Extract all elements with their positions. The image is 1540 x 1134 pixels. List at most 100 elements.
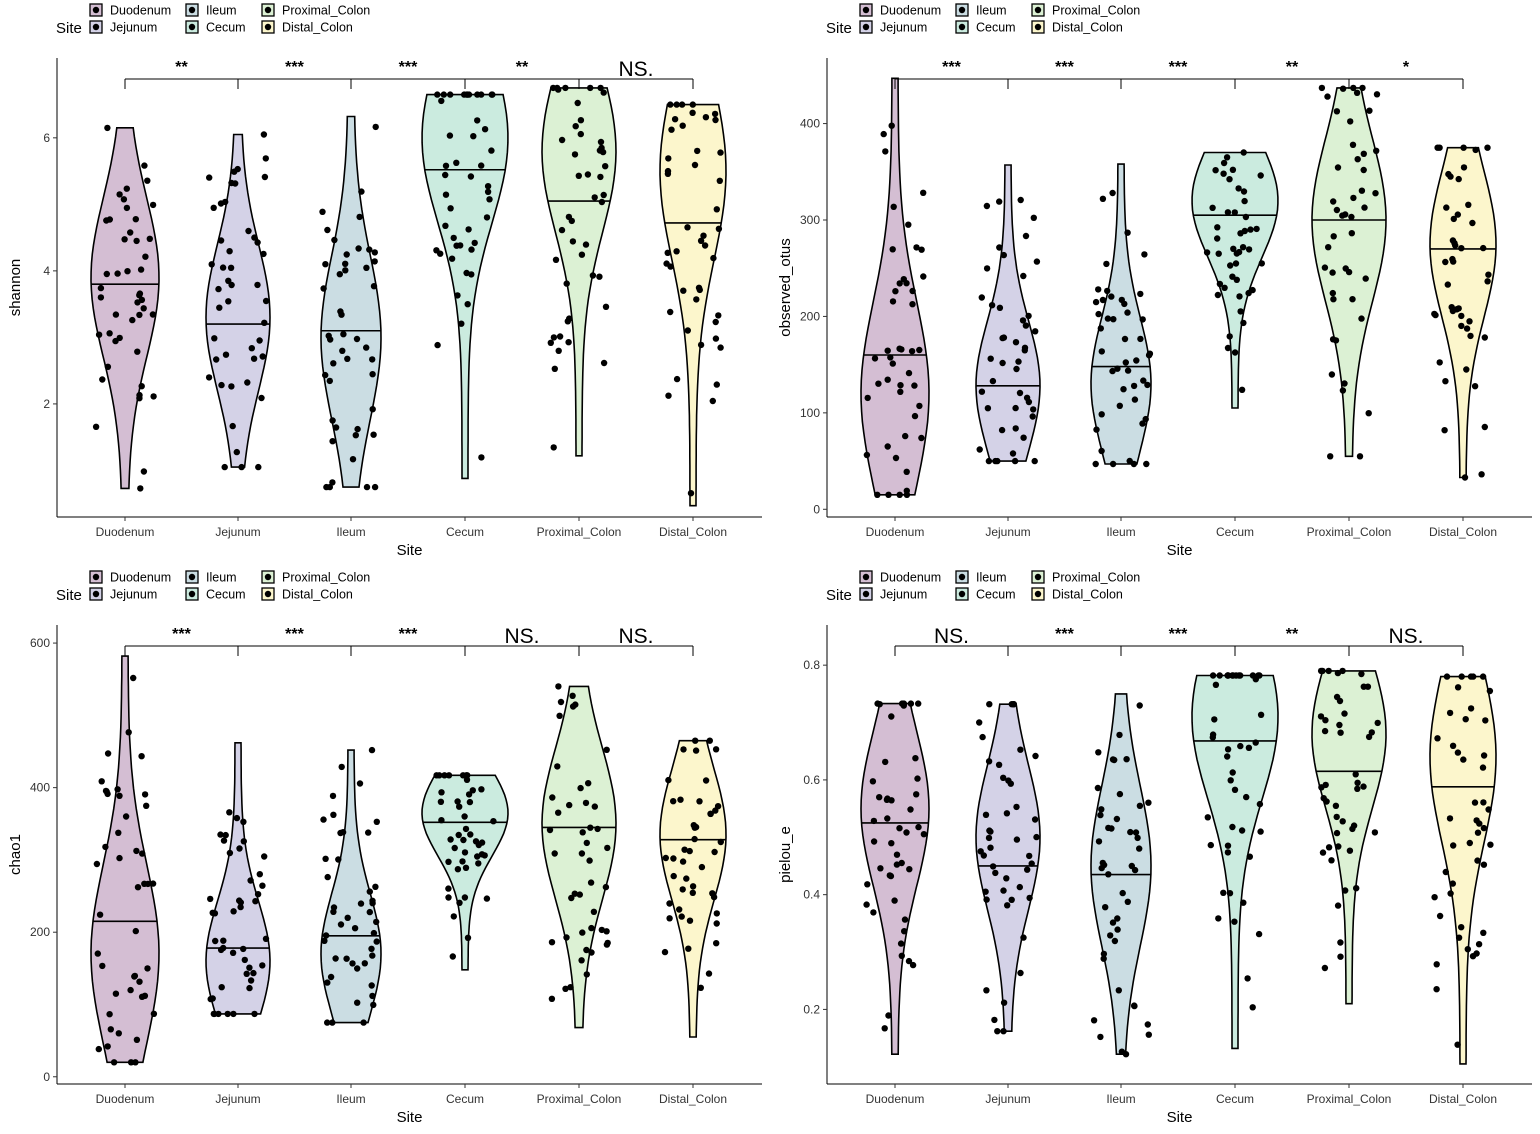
- data-point: [342, 267, 349, 274]
- data-point: [555, 683, 562, 690]
- data-point: [332, 424, 340, 431]
- data-point: [1021, 347, 1028, 354]
- data-point: [713, 381, 720, 388]
- data-point: [1100, 861, 1108, 869]
- data-point: [1454, 1041, 1461, 1048]
- data-point: [216, 304, 223, 311]
- y-axis-title: pielou_e: [777, 826, 794, 883]
- data-point: [211, 335, 218, 342]
- data-point: [244, 379, 251, 386]
- data-point: [1238, 386, 1246, 393]
- legend-key-distal-colon: Distal_Colon: [261, 20, 353, 35]
- data-point: [340, 331, 347, 338]
- x-tick-label: Jejunum: [985, 525, 1030, 539]
- data-point: [332, 955, 339, 962]
- data-point: [976, 719, 983, 726]
- data-point: [1124, 229, 1131, 236]
- data-point: [558, 226, 566, 234]
- significance-label: NS.: [1388, 625, 1423, 648]
- data-point: [370, 431, 377, 438]
- data-point: [1480, 861, 1488, 868]
- data-point: [369, 371, 376, 378]
- data-point: [557, 698, 565, 706]
- data-point: [898, 859, 905, 867]
- data-point: [1354, 785, 1361, 792]
- data-point: [888, 122, 895, 129]
- data-point: [356, 780, 364, 787]
- data-point: [893, 851, 901, 858]
- data-point: [905, 221, 912, 228]
- data-point: [706, 737, 713, 744]
- data-point: [1224, 746, 1232, 753]
- data-point: [579, 929, 586, 936]
- data-point: [240, 838, 247, 845]
- significance-label: ***: [942, 59, 961, 76]
- legend-dot: [264, 23, 272, 31]
- significance-label: NS.: [504, 625, 539, 648]
- data-point: [555, 347, 562, 354]
- data-point: [1455, 175, 1462, 183]
- violin-distal-colon: [1429, 675, 1497, 1065]
- data-point: [1352, 771, 1359, 778]
- data-point: [1348, 230, 1356, 237]
- data-point: [1350, 84, 1357, 92]
- data-point: [1098, 447, 1105, 455]
- data-point: [1022, 322, 1030, 329]
- data-point: [1134, 834, 1141, 842]
- data-point: [125, 729, 132, 736]
- data-point: [95, 1045, 103, 1053]
- violin-duodenum: [860, 702, 930, 1055]
- data-point: [136, 292, 143, 299]
- legend-dot: [92, 6, 100, 14]
- data-point: [1114, 915, 1121, 922]
- data-point: [468, 271, 475, 278]
- data-point: [590, 908, 598, 915]
- x-tick-label: Duodenum: [866, 1092, 925, 1106]
- data-point: [329, 792, 337, 800]
- data-point: [1317, 667, 1325, 675]
- data-point: [104, 363, 112, 370]
- data-point: [713, 940, 720, 947]
- data-point: [226, 248, 233, 255]
- data-point: [99, 376, 106, 383]
- data-point: [1441, 427, 1448, 434]
- data-point: [478, 786, 485, 793]
- data-point: [1229, 166, 1237, 173]
- data-point: [1485, 806, 1492, 813]
- data-point: [689, 883, 697, 890]
- data-point: [329, 438, 336, 445]
- data-point: [1119, 889, 1126, 897]
- data-point: [1226, 333, 1233, 340]
- data-point: [707, 810, 714, 818]
- data-point: [602, 883, 610, 891]
- data-point: [127, 986, 134, 994]
- data-point: [447, 205, 454, 212]
- data-point: [583, 839, 590, 847]
- data-point: [1334, 669, 1342, 677]
- data-point: [914, 775, 921, 782]
- legend-key-duodenum: Duodenum: [859, 3, 941, 18]
- data-point: [369, 900, 376, 907]
- data-point: [1223, 154, 1231, 161]
- data-point: [1349, 296, 1356, 303]
- y-tick-label: 0.2: [803, 1002, 820, 1016]
- data-point: [361, 960, 368, 967]
- data-point: [1434, 144, 1441, 151]
- data-point: [248, 345, 255, 352]
- data-point: [254, 891, 262, 898]
- data-point: [907, 806, 914, 813]
- legend-dot: [1034, 23, 1042, 31]
- data-point: [987, 828, 994, 835]
- legend-title: Site: [56, 587, 82, 604]
- data-point: [896, 345, 903, 352]
- data-point: [1212, 167, 1219, 174]
- data-point: [1466, 318, 1473, 325]
- data-point: [1467, 332, 1474, 340]
- data-point: [463, 776, 471, 783]
- legend-label: Jejunum: [880, 21, 927, 35]
- data-point: [1431, 310, 1438, 318]
- data-point: [324, 979, 331, 986]
- data-point: [136, 311, 143, 319]
- data-point: [140, 468, 148, 475]
